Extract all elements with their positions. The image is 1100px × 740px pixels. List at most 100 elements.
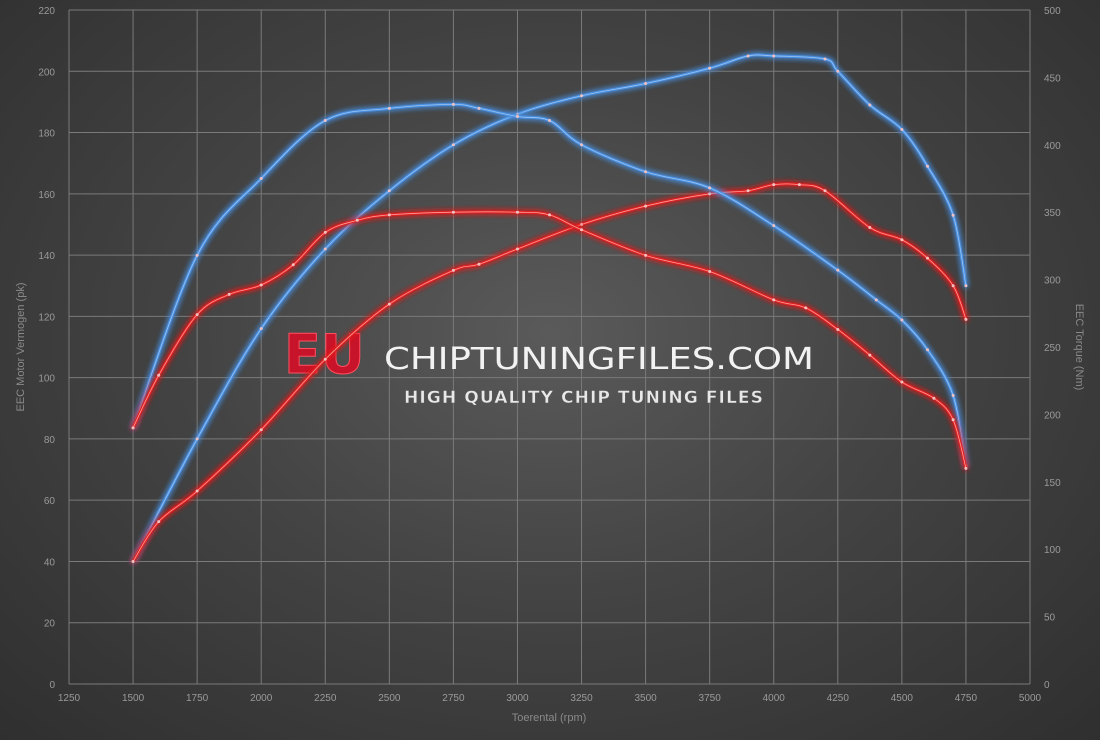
data-point [836,268,840,272]
data-point [951,418,955,422]
x-tick-label: 3500 [634,693,657,704]
data-point [387,106,391,110]
data-point [925,164,929,168]
x-tick-label: 2000 [250,693,273,704]
y-right-tick-label: 300 [1044,276,1061,287]
data-point [644,170,648,174]
data-point [157,520,161,524]
x-tick-label: 1750 [186,693,209,704]
x-axis: 1250 1500 1750 2000 2250 2500 2750 3000 3250 3500… [58,693,1042,704]
data-point [874,298,878,302]
data-point [925,256,929,260]
y-right-tick-label: 400 [1044,141,1061,152]
data-point [131,559,135,563]
data-point [951,394,955,398]
x-tick-label: 5000 [1019,693,1042,704]
y-left-tick-label: 180 [38,129,55,140]
data-point [451,143,455,147]
y-axis-left-label: EEC Motor Vermogen (pk) [15,283,27,412]
data-point [451,102,455,106]
series-group [131,53,968,563]
y-left-tick-label: 160 [38,190,55,201]
y-right-tick-label: 100 [1044,545,1061,556]
y-left-tick-label: 140 [38,251,55,262]
data-point [951,213,955,217]
data-point [323,230,327,234]
data-point [259,428,263,432]
x-tick-label: 3750 [699,693,722,704]
x-tick-label: 4500 [891,693,914,704]
data-point [823,57,827,61]
x-tick-label: 2500 [378,693,401,704]
data-point [644,253,648,257]
data-point [900,127,904,131]
y-left-tick-label: 100 [38,374,55,385]
series-torque-2 [131,102,968,468]
data-point [515,247,519,251]
data-point [823,189,827,193]
logo-subtitle: HIGH QUALITY CHIP TUNING FILES [404,388,764,408]
y-left-tick-label: 0 [49,680,55,691]
y-left-tick-label: 60 [44,496,56,507]
x-axis-label: Toerental (rpm) [512,712,587,724]
watermark-logo: EU CHIPTUNINGFILES.COM HIGH QUALITY CHIP… [284,323,815,409]
y-left-tick-label: 120 [38,312,55,323]
data-point [477,262,481,266]
series-line [131,210,968,470]
data-point [515,114,519,118]
data-point [797,183,801,187]
data-point [548,119,551,123]
data-point [323,247,327,251]
data-point [477,106,481,110]
y-axis-right: 0 50 100 150 200 250 300 350 400 450 500 [1044,6,1061,691]
data-point [644,82,648,86]
data-point [580,222,584,226]
data-point [131,426,135,430]
data-point [964,317,968,321]
data-point [259,327,263,331]
data-point [708,270,712,274]
data-point [868,103,872,107]
data-point [259,177,263,180]
x-tick-label: 4000 [763,693,786,704]
data-point [387,302,391,306]
data-point [746,54,750,58]
data-point [387,189,391,193]
y-left-tick-label: 20 [44,619,56,630]
data-point [708,186,712,190]
y-right-tick-label: 250 [1044,343,1061,354]
logo-main: CHIPTUNINGFILES.COM [384,342,814,377]
data-point [900,380,904,384]
x-tick-label: 2250 [314,693,337,704]
x-tick-label: 4250 [827,693,850,704]
data-point [323,357,327,361]
data-point [708,192,712,196]
data-point [259,283,263,287]
y-right-tick-label: 450 [1044,73,1061,84]
y-right-tick-label: 150 [1044,478,1061,489]
data-point [355,218,359,222]
x-tick-label: 3000 [506,693,529,704]
series-line-core [132,211,967,469]
data-point [932,396,936,400]
data-point [746,189,750,193]
data-point [644,204,648,208]
y-right-tick-label: 0 [1044,680,1050,691]
x-tick-label: 4750 [955,693,978,704]
data-point [548,213,551,217]
data-point [291,263,295,267]
data-point [708,66,712,70]
series-power-1 [131,182,968,563]
x-tick-label: 1250 [58,693,81,704]
x-tick-label: 3250 [570,693,593,704]
data-point [772,183,776,187]
data-point [195,437,199,441]
data-point [772,54,776,58]
data-point [868,353,872,357]
series-line-core [132,103,967,466]
y-right-tick-label: 350 [1044,208,1061,219]
data-point [195,489,199,493]
data-point [515,210,519,214]
y-right-tick-label: 500 [1044,6,1061,17]
data-point [772,224,776,228]
